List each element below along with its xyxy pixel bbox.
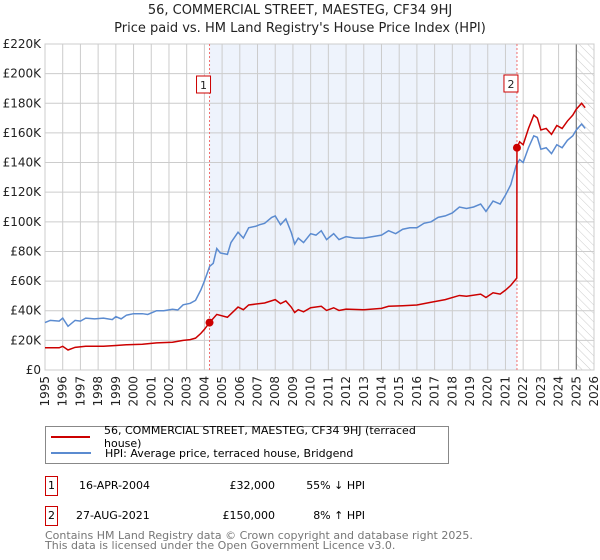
- x-tick-label: 2021: [498, 376, 512, 407]
- x-tick-label: 2003: [180, 376, 194, 407]
- x-tick-label: 2008: [268, 376, 282, 407]
- x-tick-label: 1999: [109, 376, 123, 407]
- line-chart: 1995 1996 1997 1998 1999 2000 2001 2002 2003 2004…: [3, 37, 600, 407]
- x-tick-label: 2011: [321, 376, 335, 407]
- y-tick-label: £60K: [10, 274, 42, 288]
- hpi-line: [44, 122, 586, 328]
- x-tick-label: 2005: [215, 376, 229, 407]
- sale-marker-badge: 2: [45, 506, 58, 526]
- x-tick-label: 2014: [374, 376, 388, 407]
- sale-marker-box: [196, 75, 212, 94]
- x-tick-label: 2022: [516, 376, 530, 407]
- x-tick-label: 2019: [463, 376, 477, 407]
- y-tick-label: £140K: [3, 156, 43, 170]
- sale-marker-label: 2: [507, 78, 514, 91]
- legend-swatch-hpi: [51, 452, 91, 454]
- sale-point: [512, 143, 521, 152]
- x-tick-label: 2010: [304, 376, 318, 407]
- sale-date: 27-AUG-2021: [76, 509, 150, 522]
- x-tick-label: 1997: [73, 376, 87, 407]
- sale-marker-badge: 1: [45, 476, 58, 496]
- sale-price: £150,000: [222, 509, 276, 522]
- x-tick-label: 2023: [534, 376, 548, 407]
- price-paid-line: [45, 102, 586, 351]
- x-tick-label: 1998: [91, 376, 105, 407]
- legend-label-hpi: HPI: Average price, terraced house, Brid…: [105, 446, 354, 460]
- x-tick-label: 2024: [552, 376, 566, 407]
- footer-copyright: Contains HM Land Registry data © Crown c…: [45, 529, 473, 542]
- x-tick-label: 2009: [286, 376, 300, 407]
- sale-price: £32,000: [229, 479, 276, 492]
- y-tick-label: £200K: [3, 67, 43, 81]
- plot-border: [44, 43, 595, 371]
- x-tick-label: 2001: [144, 376, 158, 407]
- x-tick-label: 2002: [162, 376, 176, 407]
- sale-hpi-diff: 55% ↓ HPI: [306, 479, 365, 492]
- chart-subtitle: Price paid vs. HM Land Registry's House …: [114, 21, 486, 36]
- x-tick-label: 2020: [481, 376, 495, 407]
- y-tick-label: £0: [26, 363, 41, 377]
- y-tick-label: £20K: [10, 333, 42, 347]
- x-tick-label: 2000: [127, 376, 141, 407]
- x-tick-label: 2007: [251, 376, 265, 407]
- sale-marker-box: [503, 74, 519, 93]
- y-tick-label: £220K: [3, 37, 43, 51]
- x-tick-label: 2013: [357, 376, 371, 407]
- x-tick-label: 2026: [587, 376, 600, 407]
- legend-label-property: 56, COMMERCIAL STREET, MAESTEG, CF34 9HJ…: [104, 424, 416, 450]
- x-tick-label: 2004: [197, 376, 211, 407]
- sale-marker-label: 1: [200, 79, 207, 92]
- x-tick-label: 1995: [38, 376, 52, 407]
- footer-licence: This data is licensed under the Open Gov…: [45, 539, 396, 552]
- x-tick-label: 1996: [56, 376, 70, 407]
- sale-row: 1 16-APR-2004 £32,000 55% ↓ HPI: [45, 476, 545, 496]
- y-tick-label: £160K: [3, 126, 43, 140]
- hatched-future-region: [576, 44, 594, 370]
- chart-title: 56, COMMERCIAL STREET, MAESTEG, CF34 9HJ: [147, 3, 453, 18]
- y-tick-label: £40K: [10, 304, 42, 318]
- x-tick-label: 2016: [410, 376, 424, 407]
- x-tick-label: 2018: [445, 376, 459, 407]
- sale-point: [205, 318, 214, 327]
- legend-swatch-property: [51, 436, 90, 438]
- footer: Contains HM Land Registry data © Crown c…: [45, 529, 473, 552]
- x-tick-label: 2015: [392, 376, 406, 407]
- sale-row: 2 27-AUG-2021 £150,000 8% ↑ HPI: [45, 506, 545, 526]
- x-tick-label: 2025: [569, 376, 583, 407]
- y-tick-label: £120K: [3, 185, 43, 199]
- shaded-ownership-period: [209, 44, 517, 370]
- x-tick-label: 2012: [339, 376, 353, 407]
- y-tick-label: £180K: [3, 96, 43, 110]
- x-tick-label: 2006: [233, 376, 247, 407]
- legend: 56, COMMERCIAL STREET, MAESTEG, CF34 9HJ…: [45, 424, 449, 464]
- sale-date: 16-APR-2004: [79, 479, 151, 492]
- sale-hpi-diff: 8% ↑ HPI: [313, 509, 365, 522]
- y-tick-label: £80K: [10, 244, 42, 258]
- x-tick-label: 2017: [428, 376, 442, 407]
- y-tick-label: £100K: [3, 215, 43, 229]
